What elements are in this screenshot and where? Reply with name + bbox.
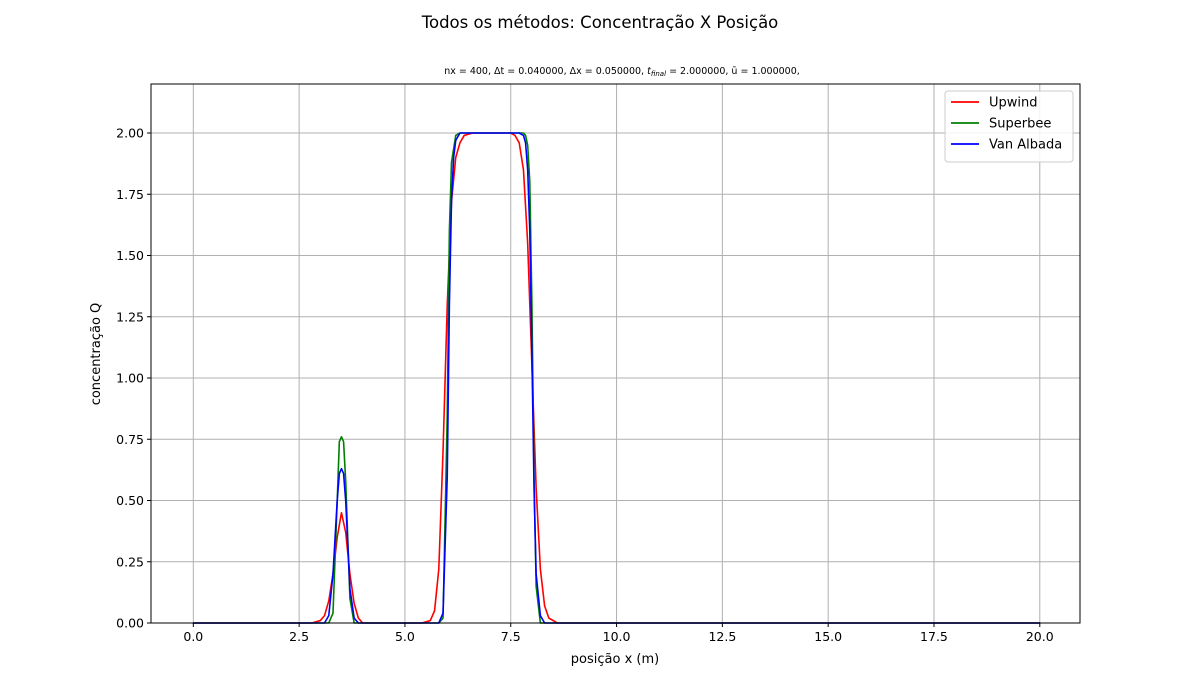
y-tick-label: 0.00 <box>116 616 144 631</box>
y-tick-label: 1.25 <box>116 309 144 324</box>
x-tick-label: 5.0 <box>395 629 415 644</box>
chart-subtitle: nx = 400, Δt = 0.040000, Δx = 0.050000, … <box>444 66 800 78</box>
subtitle-tfinal-symbol: t <box>647 66 652 77</box>
subtitle-dx: Δx = 0.050000, <box>570 66 648 77</box>
y-tick-label: 1.50 <box>116 248 144 263</box>
x-tick-label: 12.5 <box>708 629 736 644</box>
subtitle-nx: nx = 400, <box>444 66 494 77</box>
subtitle-tfinal-value: = 2.000000, <box>666 66 731 77</box>
series-line-van-albada <box>192 132 1041 624</box>
x-tick-label: 0.0 <box>183 629 203 644</box>
y-tick-label: 1.75 <box>116 187 144 202</box>
y-tick-label: 0.50 <box>116 493 144 508</box>
x-tick-label: 10.0 <box>603 629 631 644</box>
subtitle-tfinal-subscript: final <box>651 70 666 78</box>
series-line-superbee <box>192 132 1041 624</box>
legend-entry-label: Superbee <box>989 117 1051 132</box>
x-axis: 0.0 2.5 5.0 7.5 10.0 12.5 15.0 17.5 20.0 <box>183 623 1054 644</box>
x-tick-label: 7.5 <box>501 629 521 644</box>
x-axis-label: posição x (m) <box>571 652 659 667</box>
axes-frame <box>150 83 1081 624</box>
legend-entry-label: Upwind <box>989 96 1038 111</box>
subtitle-dt: Δt = 0.040000, <box>494 66 570 77</box>
chart-title: Todos os métodos: Concentração X Posição <box>421 13 779 32</box>
x-tick-label: 2.5 <box>289 629 309 644</box>
y-tick-label: 1.00 <box>116 371 144 386</box>
series-layer <box>192 132 1041 624</box>
y-axis-label: concentração Q <box>89 303 104 406</box>
x-tick-label: 15.0 <box>814 629 842 644</box>
y-tick-label: 0.25 <box>116 554 144 569</box>
x-tick-label: 20.0 <box>1026 629 1054 644</box>
x-tick-label: 17.5 <box>920 629 948 644</box>
subtitle-ubar: ū = 1.000000, <box>731 66 799 77</box>
y-tick-label: 2.00 <box>116 126 144 141</box>
y-tick-label: 0.75 <box>116 432 144 447</box>
legend-entry-label: Van Albada <box>989 138 1062 153</box>
y-axis: 0.00 0.25 0.50 0.75 1.00 1.25 1.50 1.75 2.00 <box>116 126 151 631</box>
legend: Upwind Superbee Van Albada <box>944 90 1074 163</box>
